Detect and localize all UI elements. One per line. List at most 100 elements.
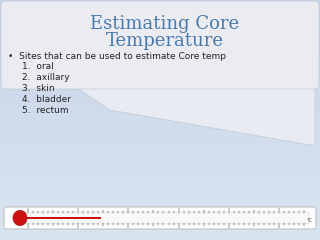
Text: •  Sites that can be used to estimate Core temp: • Sites that can be used to estimate Cor… [8, 52, 226, 61]
Bar [26, 217, 101, 219]
Bar [0, 82, 320, 84]
Bar [0, 60, 320, 62]
Polygon shape [5, 5, 315, 145]
Text: 4.  bladder: 4. bladder [22, 95, 71, 104]
Bar [0, 173, 320, 175]
Bar [0, 163, 320, 166]
Bar [0, 170, 320, 173]
Bar [0, 48, 320, 50]
Bar [0, 43, 320, 46]
FancyBboxPatch shape [1, 1, 319, 89]
Bar [0, 14, 320, 17]
Bar [0, 10, 320, 12]
Bar [0, 36, 320, 38]
Bar [0, 206, 320, 209]
Bar [0, 238, 320, 240]
Bar [0, 156, 320, 158]
Bar [0, 158, 320, 161]
Bar [0, 230, 320, 233]
Bar [0, 86, 320, 89]
Bar [0, 108, 320, 110]
Bar [0, 98, 320, 101]
Bar [0, 65, 320, 67]
Bar [0, 154, 320, 156]
Bar [0, 194, 320, 197]
Bar [0, 202, 320, 204]
Bar [0, 74, 320, 77]
FancyBboxPatch shape [4, 207, 316, 229]
Bar [0, 103, 320, 106]
Bar [0, 185, 320, 187]
Bar [0, 94, 320, 96]
FancyBboxPatch shape [21, 212, 309, 224]
Bar [0, 209, 320, 211]
Bar [0, 79, 320, 82]
Text: °C: °C [306, 218, 312, 223]
Text: Temperature: Temperature [106, 32, 224, 50]
Bar [0, 144, 320, 146]
Bar [0, 187, 320, 190]
Bar [0, 151, 320, 154]
Text: 1.  oral: 1. oral [22, 62, 54, 71]
Bar [0, 146, 320, 149]
Bar [0, 12, 320, 14]
Text: Estimating Core: Estimating Core [91, 15, 240, 33]
Bar [0, 228, 320, 230]
Bar [0, 53, 320, 55]
Bar [0, 178, 320, 180]
Bar [0, 127, 320, 130]
Bar [0, 26, 320, 29]
Bar [0, 29, 320, 31]
Bar [0, 142, 320, 144]
Bar [0, 182, 320, 185]
Bar [0, 218, 320, 221]
Bar [0, 91, 320, 94]
Bar [0, 175, 320, 178]
Bar [0, 89, 320, 91]
Bar [0, 197, 320, 199]
Bar [0, 55, 320, 58]
Bar [0, 58, 320, 60]
Bar [0, 113, 320, 115]
Bar [0, 166, 320, 168]
Bar [0, 122, 320, 125]
Bar [0, 96, 320, 98]
Bar [0, 19, 320, 22]
Bar [0, 34, 320, 36]
Bar [0, 216, 320, 218]
Bar [0, 110, 320, 113]
Bar [0, 223, 320, 226]
Text: 5.  rectum: 5. rectum [22, 106, 68, 115]
Bar [0, 214, 320, 216]
Bar [0, 84, 320, 86]
Bar [0, 134, 320, 137]
Bar [0, 0, 320, 2]
Bar [0, 106, 320, 108]
Bar [0, 17, 320, 19]
Bar [0, 180, 320, 182]
Bar [0, 149, 320, 151]
Bar [0, 199, 320, 202]
Bar [0, 211, 320, 214]
Bar [0, 38, 320, 41]
Bar [0, 235, 320, 238]
Bar [0, 67, 320, 70]
Bar [0, 204, 320, 206]
Bar [0, 192, 320, 194]
Bar [0, 226, 320, 228]
Bar [0, 125, 320, 127]
Text: 2.  axillary: 2. axillary [22, 73, 70, 82]
Bar [0, 77, 320, 79]
Bar [0, 72, 320, 74]
Bar [0, 7, 320, 10]
Bar [0, 41, 320, 43]
Bar [0, 118, 320, 120]
Bar [0, 46, 320, 48]
Bar [0, 120, 320, 122]
Bar [0, 50, 320, 53]
Bar [0, 130, 320, 132]
Bar [0, 31, 320, 34]
Bar [0, 168, 320, 170]
Text: 3.  skin: 3. skin [22, 84, 55, 93]
Ellipse shape [13, 210, 27, 226]
